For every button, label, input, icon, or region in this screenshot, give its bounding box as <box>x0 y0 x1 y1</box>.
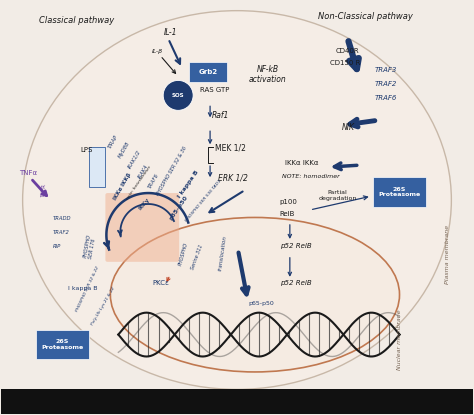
Text: PHOSPHO SER 32 & 36: PHOSPHO SER 32 & 36 <box>155 145 188 196</box>
Text: NOTE: homodimer: NOTE: homodimer <box>282 174 339 179</box>
Text: IKKα IKKβ: IKKα IKKβ <box>112 172 132 201</box>
Text: TRAF6: TRAF6 <box>147 172 160 189</box>
Text: TNFα: TNFα <box>18 170 37 176</box>
Text: p65-p50: p65-p50 <box>168 195 189 221</box>
Text: IRAK4: IRAK4 <box>137 163 149 179</box>
Text: TNFR: TNFR <box>41 183 47 197</box>
Text: PHOSPHO
SER 176: PHOSPHO SER 176 <box>82 233 97 259</box>
Text: TRAF6: TRAF6 <box>374 95 397 101</box>
Text: IKKα IKKα: IKKα IKKα <box>285 160 319 166</box>
Text: PHOSPHO SER 536 TAD1: PHOSPHO SER 536 TAD1 <box>185 179 223 223</box>
Text: Grb2: Grb2 <box>199 69 218 76</box>
Text: CD40R: CD40R <box>336 48 359 54</box>
Text: TIRAP: TIRAP <box>108 134 119 149</box>
Text: PHOSPHO SER 32 & 22: PHOSPHO SER 32 & 22 <box>75 266 100 312</box>
Text: MyD88: MyD88 <box>118 141 131 159</box>
Text: p65-p50: p65-p50 <box>248 301 273 306</box>
FancyBboxPatch shape <box>36 330 90 359</box>
FancyBboxPatch shape <box>189 63 227 83</box>
Text: RelB: RelB <box>280 211 295 217</box>
Text: NF-kB
activation: NF-kB activation <box>249 65 287 84</box>
FancyBboxPatch shape <box>373 177 427 207</box>
Text: TRAF2: TRAF2 <box>53 230 69 235</box>
Text: Raf1: Raf1 <box>212 111 229 120</box>
Text: TRAF3: TRAF3 <box>374 68 397 73</box>
Text: Partial
degradation: Partial degradation <box>319 190 357 201</box>
Bar <box>0 389 474 414</box>
Text: PKCε: PKCε <box>152 280 169 286</box>
Text: Non-Classical pathway: Non-Classical pathway <box>318 12 413 21</box>
FancyBboxPatch shape <box>90 147 105 187</box>
Text: p52 RelB: p52 RelB <box>280 280 311 286</box>
Text: 26S
Proteasome: 26S Proteasome <box>41 339 83 350</box>
Text: IKKγ: IKKγ <box>137 197 150 211</box>
Text: NIK: NIK <box>342 123 355 132</box>
Text: Classical pathway: Classical pathway <box>38 16 114 24</box>
Text: I kappa B: I kappa B <box>177 169 200 199</box>
Text: ERK 1/2: ERK 1/2 <box>218 173 248 182</box>
Text: Plasma membrane: Plasma membrane <box>445 225 450 284</box>
Text: p52 RelB: p52 RelB <box>280 243 311 249</box>
FancyBboxPatch shape <box>105 193 179 262</box>
Text: Nuclear membrane: Nuclear membrane <box>397 309 402 370</box>
Text: IL-β: IL-β <box>152 49 164 54</box>
Text: TRAF2: TRAF2 <box>374 81 397 88</box>
Text: translocation: translocation <box>218 234 228 271</box>
Text: RIP: RIP <box>53 244 61 249</box>
Text: CD150 R: CD150 R <box>330 61 360 66</box>
Text: Serine 311: Serine 311 <box>190 244 204 271</box>
Text: SOS: SOS <box>172 93 184 98</box>
Text: LPS: LPS <box>81 147 93 153</box>
Text: p100: p100 <box>280 199 298 205</box>
Circle shape <box>163 81 193 110</box>
Text: RAS GTP: RAS GTP <box>200 88 229 93</box>
Text: note: heterotrimer: note: heterotrimer <box>125 166 152 201</box>
Text: IL-1: IL-1 <box>164 27 178 37</box>
Ellipse shape <box>23 11 451 389</box>
Text: MEK 1/2: MEK 1/2 <box>215 143 246 152</box>
Text: 26S
Proteasome: 26S Proteasome <box>378 187 420 198</box>
Text: TRADD: TRADD <box>53 216 71 221</box>
Text: IRAK1/2: IRAK1/2 <box>128 149 142 169</box>
Text: Poly-Ub Lys 21 & 22: Poly-Ub Lys 21 & 22 <box>91 286 116 326</box>
Ellipse shape <box>110 217 400 372</box>
Text: PHOSPHO: PHOSPHO <box>178 241 189 266</box>
Text: I kappa B: I kappa B <box>69 286 98 291</box>
